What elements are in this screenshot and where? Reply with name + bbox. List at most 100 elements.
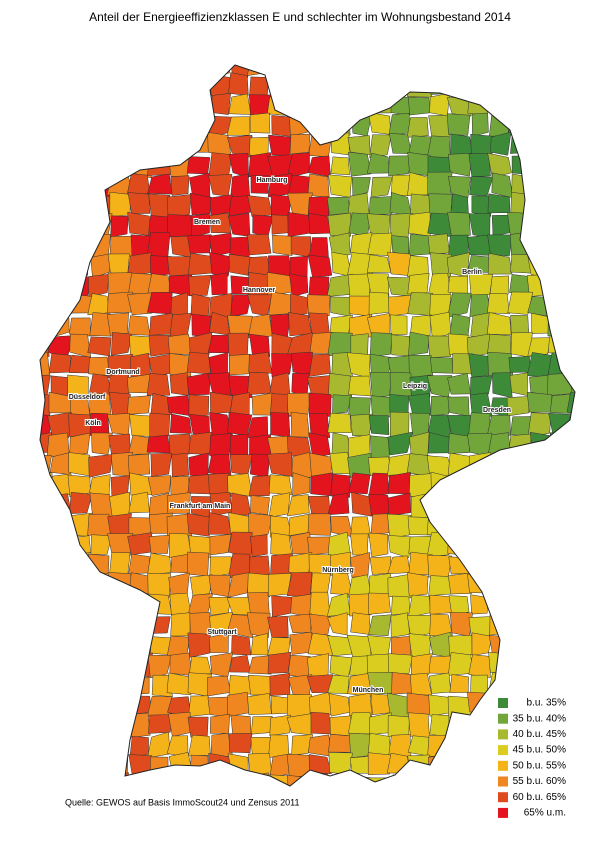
district [109, 491, 131, 518]
district [127, 315, 151, 336]
district [252, 214, 274, 238]
district [69, 174, 92, 198]
district [467, 771, 490, 786]
district [172, 71, 189, 97]
district [307, 155, 331, 178]
district [88, 273, 110, 298]
district [90, 534, 113, 555]
district [250, 633, 269, 656]
district [209, 252, 231, 277]
district [547, 313, 574, 337]
district [470, 594, 489, 615]
district [248, 475, 272, 497]
district [470, 734, 490, 758]
district [447, 572, 472, 595]
district [330, 473, 351, 498]
district [306, 111, 333, 138]
district [288, 613, 313, 634]
district [251, 716, 273, 735]
district [207, 73, 232, 97]
district [307, 793, 331, 817]
district [568, 493, 575, 515]
district [69, 491, 93, 514]
district [407, 272, 430, 295]
district [568, 152, 575, 175]
district [48, 192, 73, 218]
city-label: Düsseldorf [69, 394, 106, 401]
district [128, 65, 149, 77]
district [186, 551, 210, 577]
district [387, 513, 412, 539]
district [188, 734, 211, 757]
district [208, 774, 230, 786]
district [427, 734, 451, 758]
district [548, 574, 571, 596]
district [227, 691, 250, 717]
district [330, 551, 352, 576]
district [229, 654, 251, 673]
district [569, 532, 575, 555]
district [40, 116, 53, 137]
district [286, 494, 310, 517]
district [288, 552, 313, 576]
district [128, 491, 150, 514]
district [107, 65, 133, 78]
district [268, 492, 291, 518]
district [447, 275, 468, 296]
district [227, 572, 250, 598]
district [408, 393, 432, 416]
district [450, 495, 471, 518]
district [87, 233, 111, 258]
district [87, 336, 112, 357]
district [188, 431, 213, 455]
district [509, 553, 530, 577]
district [271, 115, 293, 137]
district [310, 773, 329, 786]
district [566, 392, 575, 417]
district [247, 572, 271, 599]
district [549, 74, 571, 97]
legend-label: 40 b.u. 45% [513, 729, 566, 740]
district [289, 65, 313, 74]
legend-swatch [498, 807, 508, 818]
district [571, 293, 575, 318]
district [468, 754, 490, 778]
district [471, 195, 494, 217]
district [86, 133, 114, 158]
district [166, 492, 191, 514]
district [287, 392, 312, 417]
district [489, 574, 512, 596]
district [148, 353, 173, 377]
district [491, 455, 512, 477]
district [40, 674, 50, 698]
district [368, 196, 393, 215]
district [40, 533, 54, 554]
city-labels: Hamburg Bremen Berlin Hannover Dortmund Düsse… [68, 176, 512, 695]
district [40, 554, 51, 575]
district [106, 692, 132, 718]
district [572, 572, 575, 595]
district [468, 152, 491, 177]
district [547, 651, 574, 678]
district [210, 713, 231, 734]
district [47, 554, 74, 575]
district [350, 612, 371, 635]
district [48, 353, 71, 374]
district [67, 752, 90, 779]
district [427, 171, 453, 196]
district [169, 652, 193, 676]
district [546, 215, 573, 238]
district [169, 592, 192, 616]
district [429, 71, 454, 95]
district [528, 135, 551, 158]
district [69, 733, 92, 756]
district [86, 151, 110, 176]
district [40, 72, 52, 98]
district [110, 95, 134, 115]
district [249, 772, 270, 786]
district [549, 136, 569, 158]
district [40, 634, 52, 656]
legend-swatch [498, 760, 508, 771]
district [190, 213, 210, 238]
district [467, 535, 490, 555]
